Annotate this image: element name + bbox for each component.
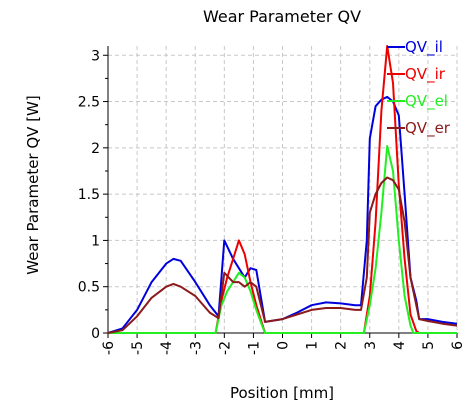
y-tick-label: 2 — [91, 141, 100, 157]
x-axis-label: Position [mm] — [230, 384, 334, 402]
y-tick-label: 0.5 — [78, 280, 100, 296]
x-tick-label: 1 — [305, 341, 321, 350]
y-tick-label: 2.5 — [78, 95, 100, 111]
x-tick-label: -2 — [217, 341, 233, 355]
x-tick-label: 4 — [392, 341, 408, 350]
series-line-qv-el — [108, 145, 457, 334]
legend-label-qv-el: QV_el — [405, 92, 448, 111]
x-tick-label: 6 — [450, 341, 466, 350]
series-line-qv-il — [107, 95, 458, 334]
x-tick-label: 2 — [334, 341, 350, 350]
legend: QV_il QV_ir QV_el QV_er — [387, 38, 451, 138]
x-tick-label: -1 — [246, 341, 262, 355]
y-tick-label: 1 — [91, 233, 100, 249]
chart-title: Wear Parameter QV — [203, 7, 361, 26]
x-tick-label: 3 — [363, 341, 379, 350]
legend-label-qv-il: QV_il — [405, 38, 443, 57]
y-tick-label: 3 — [91, 48, 100, 64]
x-tick-label: -4 — [159, 341, 175, 355]
legend-label-qv-ir: QV_ir — [405, 65, 446, 84]
y-tick-label: 0 — [91, 326, 100, 342]
x-tick-label: -6 — [101, 341, 117, 355]
x-tick-label: 5 — [421, 341, 437, 350]
x-tick-label: -5 — [130, 341, 146, 355]
tick-labels: -6 -5 -4 -3 -2 -1 0 1 2 3 4 5 6 0 0.5 1 1.5 2 2.5 3 — [78, 48, 466, 355]
y-axis-label: Wear Parameter QV [W] — [24, 95, 42, 275]
x-tick-label: 0 — [276, 341, 292, 350]
series-lines — [107, 45, 458, 334]
x-tick-label: -3 — [188, 341, 204, 355]
series-line-qv-er — [107, 176, 458, 334]
y-tick-label: 1.5 — [78, 187, 100, 203]
legend-label-qv-er: QV_er — [405, 119, 451, 138]
